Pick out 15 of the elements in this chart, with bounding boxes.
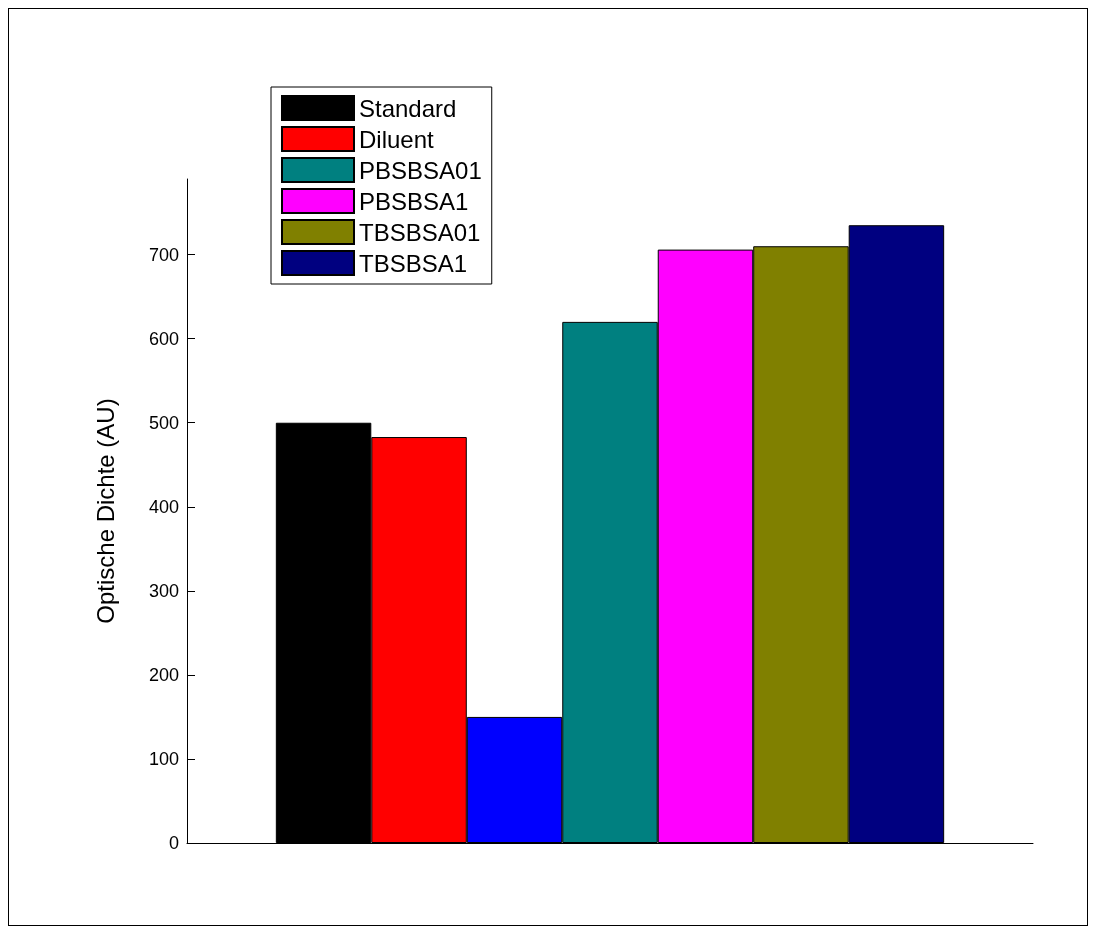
y-tick-label: 700 [148, 244, 179, 265]
legend-label: TBSBSA01 [359, 218, 481, 246]
y-tick-label: 100 [148, 748, 179, 769]
legend-label: PBSBSA01 [359, 156, 482, 184]
y-tick-label: 500 [148, 412, 179, 433]
legend-label: PBSBSA1 [359, 187, 469, 215]
legend-label: Standard [359, 94, 457, 122]
y-tick-label: 600 [148, 328, 179, 349]
y-tick-label: 0 [168, 833, 179, 853]
y-tick-label: 400 [148, 496, 179, 517]
legend-label: TBSBSA1 [359, 249, 468, 277]
y-axis-title: Optische Dichte (AU) [91, 398, 119, 624]
y-tick-label: 200 [148, 664, 179, 685]
legend-label: Diluent [359, 125, 435, 153]
y-tick-label: 300 [148, 580, 179, 601]
